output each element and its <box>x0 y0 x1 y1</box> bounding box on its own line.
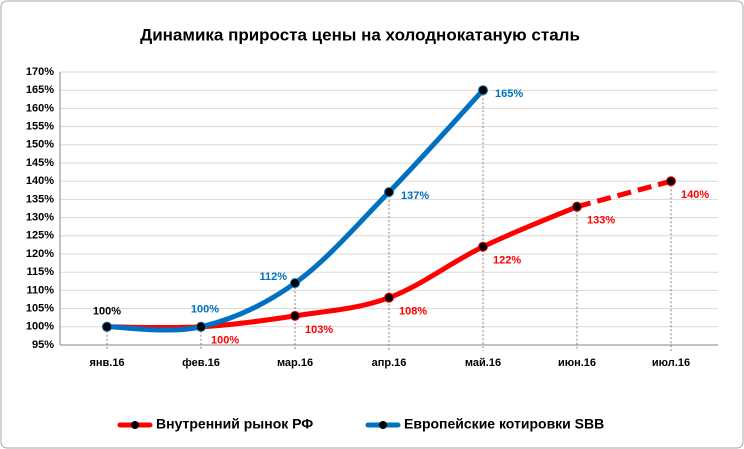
data-label: 108% <box>399 306 427 318</box>
point <box>102 321 112 332</box>
y-tick-label: 140% <box>26 175 54 187</box>
point <box>572 201 582 212</box>
x-tick-label: фев.16 <box>182 357 220 369</box>
point <box>384 187 394 198</box>
y-tick-label: 100% <box>26 321 54 333</box>
legend-label: Внутренний рынок РФ <box>156 416 313 432</box>
chart-title: Динамика прироста цены на холоднокатаную… <box>140 25 580 44</box>
y-tick-label: 170% <box>26 66 54 78</box>
data-label: 100% <box>191 304 219 316</box>
data-label: 100% <box>211 335 239 347</box>
y-tick-label: 145% <box>26 157 54 169</box>
legend-marker <box>379 421 387 429</box>
point <box>666 176 676 187</box>
x-tick-label: мар.16 <box>277 357 313 369</box>
x-tick-label: май.16 <box>465 357 501 369</box>
y-tick-label: 115% <box>26 266 54 278</box>
point <box>290 278 300 289</box>
point <box>478 241 488 252</box>
y-tick-label: 130% <box>26 212 54 224</box>
x-tick-label: июл.16 <box>652 357 690 369</box>
y-tick-label: 125% <box>26 230 54 242</box>
y-tick-label: 105% <box>26 303 54 315</box>
point <box>290 310 300 321</box>
point <box>196 321 206 332</box>
x-tick-label: апр.16 <box>372 357 407 369</box>
legend-marker <box>131 421 139 429</box>
data-label: 103% <box>305 324 333 336</box>
y-tick-label: 135% <box>26 193 54 205</box>
y-tick-label: 155% <box>26 121 54 133</box>
y-tick-label: 110% <box>26 284 54 296</box>
data-label: 137% <box>401 190 429 202</box>
data-label: 100% <box>93 306 121 318</box>
series-line-dashed <box>576 178 672 210</box>
x-tick-label: янв.16 <box>89 357 124 369</box>
data-label: 165% <box>495 88 523 100</box>
y-tick-label: 165% <box>26 84 54 96</box>
point <box>384 292 394 303</box>
data-label: 140% <box>681 189 709 201</box>
y-tick-label: 95% <box>32 339 54 351</box>
point <box>478 85 488 96</box>
data-label: 133% <box>587 215 615 227</box>
x-tick-label: июн.16 <box>558 357 596 369</box>
legend-label: Европейские котировки SBB <box>404 416 604 432</box>
y-tick-label: 120% <box>26 248 54 260</box>
data-label: 122% <box>493 255 521 267</box>
data-label: 112% <box>259 271 287 283</box>
y-tick-label: 160% <box>26 102 54 114</box>
y-tick-label: 150% <box>26 139 54 151</box>
